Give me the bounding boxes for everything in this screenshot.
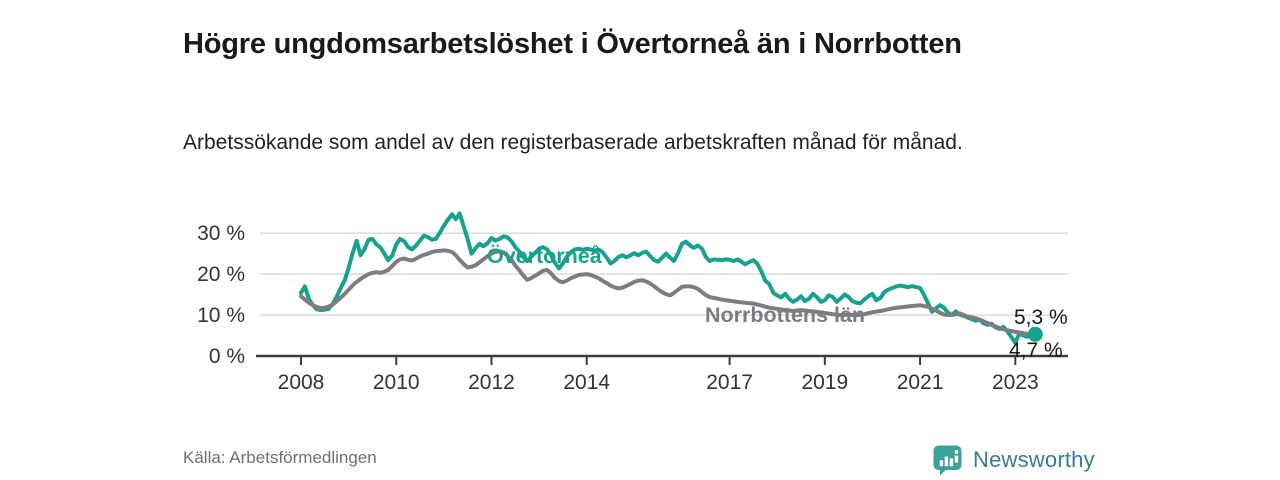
- newsworthy-brand-text: Newsworthy: [973, 446, 1095, 472]
- chart-subtitle: Arbetssökande som andel av den registerb…: [183, 131, 963, 154]
- latest-value-label-norrbotten: 4,7 %: [1009, 339, 1063, 362]
- x-tick-label: 2019: [801, 371, 848, 394]
- newsworthy-brand: Newsworthy: [931, 443, 1095, 476]
- series-layer: [299, 211, 1038, 345]
- y-tick-label: 30 %: [197, 222, 245, 245]
- x-tick-label: 2014: [563, 371, 610, 394]
- x-tick-label: 2010: [373, 371, 420, 394]
- x-tick-label: 2008: [278, 371, 325, 394]
- page-title: Högre ungdomsarbetslöshet i Övertorneå ä…: [183, 28, 962, 61]
- series-label-norrbotten: Norrbottens län: [705, 303, 865, 327]
- axis-layer: 0 % 10 % 20 % 30 % 2008 2010 2012 2014 2017 2019 2…: [197, 222, 1068, 394]
- series-line-overtornea: [299, 211, 1038, 345]
- latest-value-dot: [1027, 326, 1043, 342]
- x-tick-label: 2023: [992, 371, 1039, 394]
- x-tick-label: 2012: [468, 371, 515, 394]
- x-tick-label: 2021: [897, 371, 944, 394]
- source-attribution: Källa: Arbetsförmedlingen: [183, 448, 377, 467]
- newsworthy-logo-icon: [931, 443, 964, 476]
- x-tick-label: 2017: [706, 371, 753, 394]
- series-label-overtornea: Övertorneå: [487, 243, 603, 268]
- y-tick-label: 20 %: [197, 263, 245, 286]
- latest-value-label-overtornea: 5,3 %: [1014, 306, 1068, 329]
- y-tick-label: 0 %: [209, 345, 245, 368]
- series-line-norrbotten: [299, 248, 1038, 339]
- gridline-layer: [260, 232, 1068, 316]
- y-tick-label: 10 %: [197, 304, 245, 327]
